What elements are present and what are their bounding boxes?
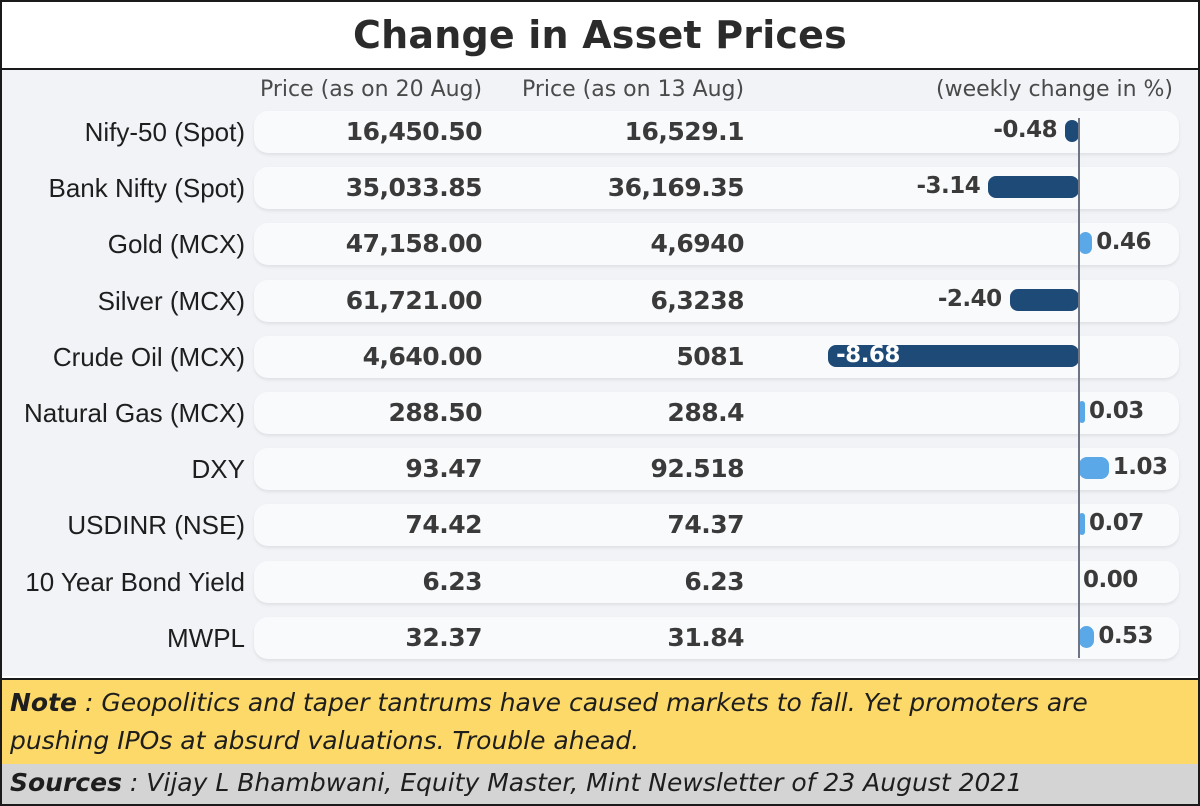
price-13-aug: 36,169.35 (607, 173, 745, 203)
change-value-label: -3.14 (916, 173, 981, 200)
change-bar (988, 176, 1079, 199)
change-bar (1065, 120, 1079, 142)
change-value-label: -8.68 (836, 341, 900, 368)
price-20-aug: 4,640.00 (362, 341, 483, 371)
asset-row: Bank Nifty (Spot) 35,033.85 36,169.35 -3.14 (2, 161, 1198, 217)
row-band (254, 223, 1179, 266)
price-13-aug: 16,529.1 (624, 117, 745, 146)
sources-label: Sources (10, 768, 122, 797)
price-20-aug: 93.47 (405, 454, 482, 484)
sources-box: Sources : Vijay L Bhambwani, Equity Mast… (2, 764, 1198, 804)
change-bar (828, 344, 1079, 367)
change-value-label: 1.03 (1112, 454, 1168, 481)
price-13-aug: 6,3238 (650, 285, 745, 315)
change-bar (1079, 457, 1109, 480)
asset-row: 10 Year Bond Yield 6.23 6.23 0.00 (2, 555, 1198, 611)
asset-name: USDINR (NSE) (67, 510, 245, 541)
price-13-aug: 6.23 (684, 566, 744, 596)
change-value-label: -2.40 (937, 285, 1002, 312)
row-band (254, 111, 1179, 153)
asset-name: DXY (191, 454, 245, 485)
asset-row: MWPL 32.37 31.84 0.53 (2, 611, 1198, 667)
change-value-label: 0.07 (1089, 510, 1144, 537)
asset-row: Silver (MCX) 61,721.00 6,3238 -2.40 (2, 274, 1198, 330)
chart-title: Change in Asset Prices (2, 2, 1198, 70)
asset-row: Nify-50 (Spot) 16,450.50 16,529.1 -0.48 (2, 105, 1198, 161)
change-bar (1079, 401, 1085, 423)
price-13-aug: 5081 (676, 341, 744, 371)
change-value-label: 0.53 (1098, 622, 1154, 649)
asset-name: Gold (MCX) (107, 229, 245, 260)
change-value-label: 0.46 (1096, 229, 1152, 256)
sources-body: : Vijay L Bhambwani, Equity Master, Mint… (121, 768, 1023, 797)
note-label: Note (10, 688, 78, 717)
header-weekly-change: (weekly change in %) (936, 77, 1174, 102)
change-bar (1079, 232, 1093, 255)
price-13-aug: 288.4 (667, 398, 744, 427)
price-20-aug: 74.42 (405, 510, 482, 540)
change-bar (1079, 513, 1085, 536)
note-text: Note : Geopolitics and taper tantrums ha… (10, 684, 1190, 760)
row-band (254, 560, 1179, 603)
asset-name: Nify-50 (Spot) (84, 117, 245, 147)
asset-name: 10 Year Bond Yield (25, 566, 245, 597)
asset-name: Natural Gas (MCX) (23, 398, 245, 428)
asset-row: Gold (MCX) 47,158.00 4,6940 0.46 (2, 217, 1198, 273)
asset-row: USDINR (NSE) 74.42 74.37 0.07 (2, 498, 1198, 554)
sources-text: Sources : Vijay L Bhambwani, Equity Mast… (10, 768, 1022, 797)
note-box: Note : Geopolitics and taper tantrums ha… (2, 678, 1198, 766)
price-20-aug: 35,033.85 (345, 173, 483, 203)
price-20-aug: 288.50 (388, 398, 483, 427)
price-20-aug: 16,450.50 (345, 117, 483, 146)
note-body: : Geopolitics and taper tantrums have ca… (10, 688, 1088, 755)
asset-row: Natural Gas (MCX) 288.50 288.4 0.03 (2, 386, 1198, 442)
row-band (254, 504, 1179, 547)
change-bar (1079, 625, 1095, 648)
price-20-aug: 32.37 (405, 622, 482, 652)
header-price-13-aug: Price (as on 13 Aug) (522, 77, 745, 102)
price-20-aug: 6.23 (422, 566, 482, 596)
zero-axis-line (1078, 118, 1080, 658)
asset-row: DXY 93.47 92.518 1.03 (2, 442, 1198, 498)
change-value-label: 0.03 (1089, 398, 1144, 424)
change-value-label: -0.48 (993, 117, 1058, 143)
row-band (254, 448, 1179, 491)
change-bar (1009, 288, 1079, 311)
asset-name: Crude Oil (MCX) (52, 341, 245, 372)
asset-name: Bank Nifty (Spot) (48, 173, 245, 204)
header-price-20-aug: Price (as on 20 Aug) (260, 77, 483, 102)
asset-name: Silver (MCX) (97, 285, 245, 316)
price-20-aug: 61,721.00 (345, 285, 483, 315)
price-13-aug: 31.84 (667, 622, 744, 652)
asset-name: MWPL (167, 622, 245, 653)
price-13-aug: 74.37 (667, 510, 744, 540)
row-band (254, 392, 1179, 434)
asset-row: Crude Oil (MCX) 4,640.00 5081 -8.68 (2, 330, 1198, 386)
row-band (254, 616, 1179, 659)
price-13-aug: 4,6940 (650, 229, 745, 259)
price-13-aug: 92.518 (650, 454, 745, 484)
price-20-aug: 47,158.00 (345, 229, 483, 259)
change-value-label: 0.00 (1083, 566, 1138, 593)
